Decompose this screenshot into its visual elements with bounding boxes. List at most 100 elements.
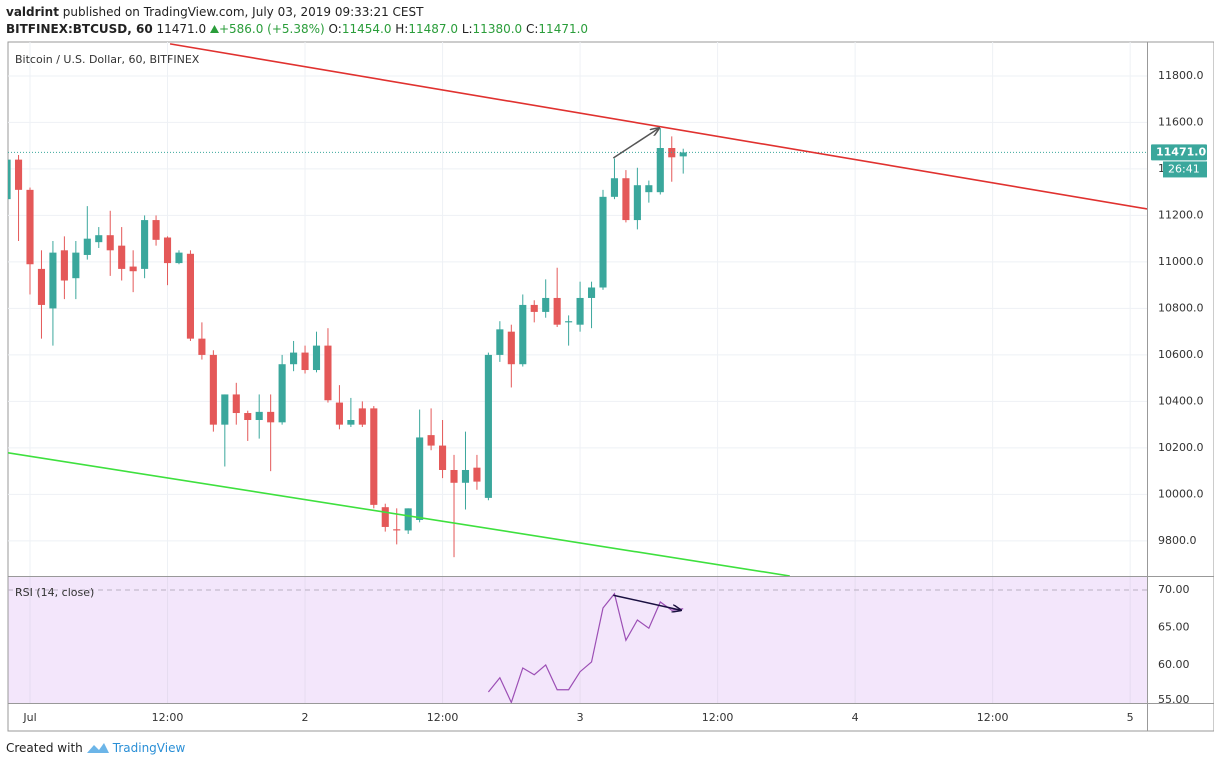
candle-body [496, 329, 504, 355]
candle-body [232, 394, 240, 414]
candle-body [221, 394, 229, 425]
candle-body [507, 331, 515, 365]
rsi-tick-label: 65.00 [1158, 620, 1190, 633]
y-tick-label: 10000.0 [1158, 487, 1204, 500]
x-tick-label: 2 [302, 711, 309, 724]
candle-body [72, 252, 80, 279]
candle-body [290, 352, 298, 365]
rsi-line [487, 592, 684, 703]
candle-body [175, 252, 183, 264]
candle-body [95, 235, 103, 243]
change: +586.0 (+5.38%) [209, 22, 325, 36]
frame [7, 41, 1214, 732]
symbol: BITFINEX:BTCUSD, 60 [6, 22, 153, 36]
last-price-badge [1151, 144, 1207, 161]
candle-body [186, 253, 194, 339]
candle-body [60, 250, 68, 281]
arrow [612, 128, 659, 159]
change-text: +586.0 (+5.38%) [218, 22, 325, 36]
candle-body [679, 152, 687, 157]
x-tick-label: 12:00 [152, 711, 184, 724]
candle-body [198, 338, 206, 355]
candle-body [427, 435, 435, 446]
y-tick-label: 9800.0 [1158, 534, 1197, 547]
candle-body [542, 297, 550, 312]
chart: Jul 12:00 2 12:00 3 12:00 4 12:00 5 9800.0 10000.0… [7, 41, 1214, 732]
rsi-plot [8, 577, 1147, 703]
candle-body [553, 297, 561, 325]
countdown: 26:41 [1168, 162, 1200, 175]
candle-body [152, 220, 160, 240]
header-line-2: BITFINEX:BTCUSD, 60 11471.0 +586.0 (+5.3… [6, 21, 588, 38]
candle-body [106, 235, 114, 251]
candle-body [656, 148, 664, 193]
candle-body [358, 408, 366, 425]
candle-body [473, 467, 481, 482]
candle-body [335, 402, 343, 425]
arrow [613, 594, 681, 610]
candle-body [278, 364, 286, 423]
candle-body [129, 266, 137, 272]
rsi-pane [8, 577, 1147, 703]
candle-body [8, 159, 11, 200]
candle-body [370, 408, 378, 505]
candle-body [14, 159, 23, 190]
candle-body [267, 411, 275, 423]
candle-body [83, 238, 91, 255]
rsi-tick-label: 60.00 [1158, 658, 1190, 671]
candle-body [393, 529, 401, 531]
candle-body [163, 237, 172, 264]
y-tick-label: 10600.0 [1158, 348, 1204, 361]
y-tick-label: 11800.0 [1158, 69, 1204, 82]
l-label: L: [461, 22, 473, 36]
c: 11471.0 [538, 22, 589, 36]
l: 11380.0 [472, 22, 523, 36]
candle-body [645, 185, 653, 193]
chart-title: Bitcoin / U.S. Dollar, 60, BITFINEX [15, 53, 200, 66]
candle-body [519, 304, 527, 365]
candle-body [141, 220, 149, 269]
candle-body [381, 507, 389, 527]
o: 11454.0 [341, 22, 392, 36]
header: valdrint published on TradingView.com, J… [6, 4, 588, 38]
candle-body [255, 411, 263, 421]
x-tick-label: 5 [1127, 711, 1134, 724]
candle-body [587, 287, 596, 298]
candle-body [599, 196, 607, 288]
y-tick-label: 11600.0 [1158, 115, 1204, 128]
x-tick-label: 12:00 [702, 711, 734, 724]
x-tick-label: 4 [852, 711, 859, 724]
logo [86, 743, 109, 753]
h-label: H: [395, 22, 409, 36]
x-tick-label: 3 [577, 711, 584, 724]
candle-body [244, 413, 252, 421]
candle-body [461, 469, 470, 483]
candle-body [622, 178, 630, 221]
last-price-label: 11471.0 [1156, 145, 1206, 158]
footer-text: Created with [6, 741, 83, 755]
x-tick-label: 12:00 [977, 711, 1009, 724]
axes: Jul 12:00 2 12:00 3 12:00 4 12:00 5 9800.0 10000.0… [22, 69, 1207, 724]
rsi-tick-label: 55.00 [1158, 693, 1190, 706]
rsi-tick-label: 70.00 [1158, 583, 1190, 596]
candle-body [450, 469, 458, 483]
candle-body [37, 268, 46, 305]
y-tick-label: 10200.0 [1158, 441, 1204, 454]
y-tick-label: 11200.0 [1158, 208, 1204, 221]
candle-body [118, 245, 126, 269]
candle-body [610, 178, 619, 197]
footer: Created with TradingView [6, 741, 185, 755]
x-tick-label: Jul [22, 711, 36, 724]
candle-body [26, 189, 34, 265]
rsi-title: RSI (14, close) [15, 586, 94, 599]
candle-body [484, 354, 492, 498]
candle-body [347, 420, 355, 425]
h: 11487.0 [408, 22, 458, 36]
c-label: C: [526, 22, 539, 36]
candle-body [633, 185, 641, 221]
header-line-1: valdrint published on TradingView.com, J… [6, 4, 588, 21]
x-tick-label: 12:00 [427, 711, 459, 724]
candle-body [312, 345, 321, 371]
candle-body [416, 437, 424, 520]
